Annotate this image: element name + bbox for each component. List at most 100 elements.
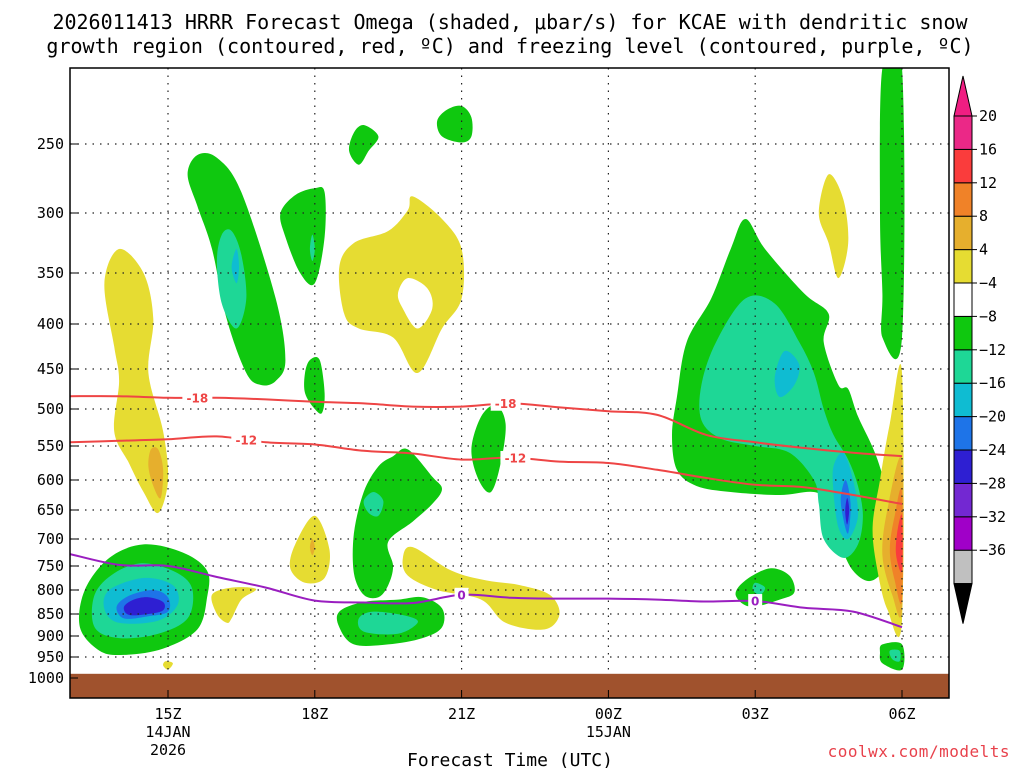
- colorbar-segment: [953, 482, 973, 518]
- colorbar-segment: [953, 516, 973, 551]
- contour-label: 0: [457, 588, 465, 602]
- omega-region: [231, 249, 239, 284]
- omega-region: [304, 356, 325, 414]
- y-tick-label: 450: [37, 360, 64, 378]
- colorbar-label: 8: [979, 207, 988, 225]
- omega-region: [402, 546, 560, 630]
- colorbar-segment: [953, 148, 973, 184]
- omega-region: [895, 514, 903, 573]
- contour-line: [70, 435, 903, 505]
- x-axis-label: Forecast Time (UTC): [407, 750, 613, 768]
- colorbar-label: −4: [979, 274, 997, 292]
- y-tick-label: 700: [37, 530, 64, 548]
- colorbar-label: −8: [979, 307, 997, 325]
- y-tick-label: 850: [37, 605, 64, 623]
- y-tick-label: 350: [37, 264, 64, 282]
- omega-region: [309, 234, 315, 261]
- y-tick-label: 900: [37, 627, 64, 645]
- y-tick-label: 500: [37, 400, 64, 418]
- colorbar-segment: [953, 549, 973, 585]
- y-tick-label: 800: [37, 581, 64, 599]
- x-tick-label: 14JAN: [145, 723, 190, 741]
- colorbar-segment: [953, 449, 973, 484]
- colorbar-segment: [953, 215, 973, 251]
- y-tick-label: 250: [37, 135, 64, 153]
- y-tick-label: 750: [37, 557, 64, 575]
- omega-region: [357, 611, 418, 635]
- omega-region: [889, 649, 901, 662]
- omega-region: [216, 229, 247, 329]
- colorbar-label: −20: [979, 408, 1006, 426]
- colorbar-label: −12: [979, 341, 1006, 359]
- colorbar-label: −16: [979, 374, 1006, 392]
- omega-region: [774, 350, 800, 398]
- x-tick-label: 21Z: [448, 705, 475, 723]
- colorbar-label: 4: [979, 241, 988, 259]
- contour-label: 0: [751, 595, 759, 609]
- y-tick-label: 400: [37, 315, 64, 333]
- contour-label-bg: [748, 594, 763, 609]
- ground-fill: [70, 673, 949, 698]
- omega-region: [309, 539, 315, 556]
- plot-frame: [69, 67, 950, 699]
- omega-region: [397, 278, 433, 329]
- y-tick-label: 950: [37, 648, 64, 666]
- chart-title-line-1: 2026011413 HRRR Forecast Omega (shaded, …: [52, 10, 968, 34]
- chart-title-line-2: growth region (contoured, red, ºC) and f…: [46, 34, 973, 58]
- omega-region: [699, 295, 863, 558]
- contour-label-bg: [454, 587, 469, 602]
- omega-region: [471, 404, 506, 493]
- colorbar-segment: [953, 382, 973, 418]
- x-tick-label: 2026: [150, 741, 186, 759]
- x-tick-label: 00Z: [595, 705, 622, 723]
- colorbar-segment: [953, 416, 973, 451]
- colorbar-segment: [953, 282, 973, 317]
- omega-region: [211, 587, 257, 623]
- y-tick-label: 300: [37, 204, 64, 222]
- y-tick-label: 600: [37, 471, 64, 489]
- contour-label-bg: [490, 396, 521, 411]
- omega-region: [123, 597, 165, 616]
- omega-region: [845, 497, 850, 525]
- x-tick-label: 03Z: [742, 705, 769, 723]
- omega-region: [163, 661, 173, 670]
- omega-region: [348, 124, 379, 165]
- colorbar-label: −36: [979, 541, 1006, 559]
- credit-link[interactable]: coolwx.com/modelts: [827, 742, 1010, 761]
- colorbar-label: 16: [979, 140, 997, 158]
- plot-area: -18 -18 -12 -12 0 0: [69, 67, 950, 699]
- x-tick-label: 18Z: [301, 705, 328, 723]
- contour-label-bg: [500, 450, 531, 465]
- colorbar-segment: [953, 249, 973, 284]
- colorbar: 20 16 12 8 4 −4 −8 −12 −16 −20 −24 −28 −32 −36: [953, 75, 1006, 624]
- colorbar-segment: [953, 182, 973, 217]
- contour-label-bg: [231, 432, 262, 447]
- y-tick-label: 650: [37, 501, 64, 519]
- colorbar-label: −32: [979, 508, 1006, 526]
- colorbar-segment: [953, 315, 973, 351]
- colorbar-max-arrow: [953, 75, 973, 117]
- colorbar-segment: [953, 115, 973, 150]
- colorbar-label: −24: [979, 441, 1006, 459]
- omega-region: [436, 105, 473, 143]
- omega-region: [148, 447, 164, 499]
- contour-label: -12: [505, 451, 527, 465]
- contours: -18 -18 -12 -12 0 0: [70, 390, 903, 629]
- colorbar-label: 12: [979, 174, 997, 192]
- x-tick-label: 06Z: [888, 705, 915, 723]
- colorbar-label: −28: [979, 474, 1006, 492]
- x-tick-label: 15Z: [154, 705, 181, 723]
- contour-label: -18: [495, 397, 517, 411]
- y-tick-label: 550: [37, 437, 64, 455]
- x-tick-label: 15JAN: [586, 723, 631, 741]
- colorbar-label: 20: [979, 107, 997, 125]
- omega-region: [352, 448, 442, 599]
- contour-label: -18: [187, 391, 209, 405]
- contour-label-bg: [182, 390, 213, 405]
- colorbar-segment: [953, 349, 973, 384]
- contour-line: [70, 395, 903, 458]
- omega-region: [104, 248, 169, 514]
- omega-region: [879, 68, 905, 360]
- contour-label: -12: [235, 433, 257, 447]
